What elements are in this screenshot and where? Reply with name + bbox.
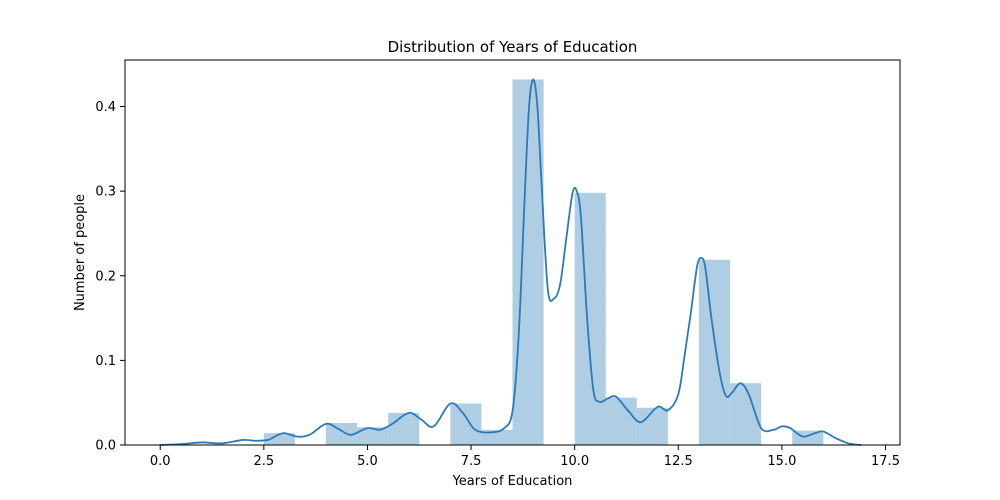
y-axis-ticks: 0.0 0.1 0.2 0.3 0.4 [95, 100, 125, 454]
histogram-bar-5 [481, 429, 513, 445]
histogram-bar-4 [450, 403, 482, 445]
y-axis-label: Number of people [73, 194, 88, 311]
histogram-bar-0 [263, 433, 295, 445]
x-tick-label: 7.5 [461, 454, 482, 469]
y-tick-label: 0.3 [95, 185, 116, 200]
histogram-bar-1 [326, 423, 358, 445]
bars-layer [263, 79, 824, 446]
kde-layer [159, 78, 862, 446]
y-tick-label: 0.4 [95, 100, 116, 115]
histogram-bar-8 [605, 397, 637, 445]
y-tick-label: 0.0 [95, 439, 116, 454]
axes-border [124, 59, 901, 446]
y-tick-label: 0.1 [95, 354, 116, 369]
x-tick-label: 5.0 [357, 454, 378, 469]
y-tick-label: 0.2 [95, 269, 116, 284]
kde-line [159, 78, 862, 446]
histogram-bar-13 [792, 430, 824, 445]
x-axis-label: Years of Education [452, 474, 573, 489]
histogram-bar-11 [730, 383, 762, 445]
chart-title: Distribution of Years of Education [388, 38, 638, 56]
x-tick-label: 17.5 [871, 454, 900, 469]
axes-frame [124, 59, 901, 446]
x-tick-label: 10.0 [560, 454, 589, 469]
histogram-bar-7 [574, 192, 606, 445]
histogram-bar-9 [636, 407, 668, 445]
histogram-bar-3 [388, 412, 420, 445]
x-tick-label: 12.5 [664, 454, 693, 469]
x-axis-ticks: 0.0 2.5 5.0 7.5 10.0 12.5 15.0 17.5 [150, 445, 900, 469]
histogram-bar-2 [357, 427, 389, 445]
x-tick-label: 2.5 [253, 454, 274, 469]
x-tick-label: 15.0 [767, 454, 796, 469]
x-tick-label: 0.0 [150, 454, 171, 469]
histogram-bar-10 [699, 259, 731, 445]
